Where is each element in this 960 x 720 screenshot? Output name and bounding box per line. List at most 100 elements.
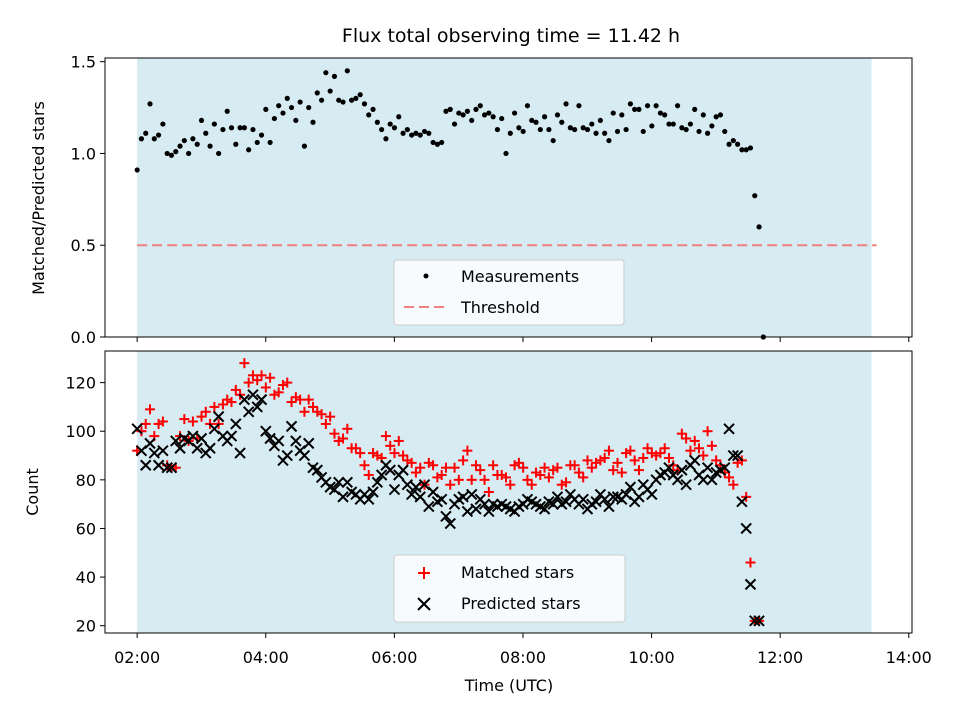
matched-star-point — [303, 394, 314, 405]
predicted-star-point — [212, 410, 225, 423]
predicted-star-point — [736, 496, 748, 508]
predicted-star-point — [157, 444, 169, 457]
predicted-star-point — [337, 491, 349, 503]
matched-star-point — [415, 462, 426, 473]
measurement-point — [619, 112, 625, 118]
matched-star-point — [145, 404, 156, 415]
measurement-point — [143, 130, 149, 136]
measurement-point — [713, 114, 719, 120]
y-tick-label: 1.0 — [71, 144, 96, 163]
measurement-point — [494, 126, 501, 133]
predicted-star-point — [230, 418, 242, 430]
predicted-star-point — [624, 481, 637, 493]
measurement-point — [336, 97, 342, 103]
y-tick-label: 1.5 — [71, 53, 96, 72]
measurement-point — [276, 103, 282, 109]
measurement-point — [310, 119, 316, 125]
measurement-point — [554, 112, 561, 118]
measurement-point — [614, 128, 621, 135]
matched-star-point — [466, 474, 477, 485]
predicted-star-point — [371, 476, 384, 488]
legend: Matched stars Predicted stars — [393, 554, 626, 623]
measurement-point — [511, 110, 518, 116]
measurement-point — [211, 121, 217, 127]
measurement-point — [473, 106, 479, 112]
matched-star-point — [535, 469, 546, 480]
matched-star-point — [633, 465, 644, 476]
measurement-point — [370, 106, 376, 112]
measurement-point — [263, 106, 269, 112]
matched-star-point — [681, 433, 692, 444]
predicted-star-point — [749, 615, 761, 627]
predicted-star-point — [461, 505, 474, 518]
measurement-point — [537, 126, 543, 133]
predicted-star-point — [401, 478, 414, 491]
measurement-point — [203, 130, 209, 136]
matched-star-point — [355, 448, 366, 459]
measurement-point — [662, 112, 668, 118]
measurement-point — [353, 95, 359, 101]
measurement-point — [674, 103, 681, 109]
measurement-point — [563, 101, 569, 107]
measurement-point — [207, 143, 213, 149]
measurement-point — [756, 224, 762, 230]
x-axis-label: Time (UTC) — [464, 676, 553, 695]
predicted-star-point — [680, 478, 692, 491]
measurement-point — [550, 137, 556, 144]
measurement-point — [220, 126, 226, 133]
measurement-point — [160, 121, 166, 127]
measurement-point — [679, 125, 685, 131]
matched-star-point — [140, 418, 151, 429]
matched-star-point — [518, 462, 529, 473]
matched-star-point — [325, 411, 336, 422]
measurement-point — [241, 125, 247, 131]
measurement-point — [507, 130, 513, 136]
measurement-point — [572, 126, 578, 133]
predicted-star-point — [195, 432, 208, 445]
measurement-point — [559, 119, 565, 125]
matched-star-point — [428, 460, 439, 471]
measurement-point — [657, 110, 664, 116]
measurement-point — [233, 141, 239, 147]
matched-star-point — [380, 431, 391, 442]
matched-star-point — [393, 435, 404, 446]
x-tick-label: 06:00 — [371, 648, 417, 667]
legend-label-predicted: Predicted stars — [461, 594, 581, 613]
predicted-star-point — [697, 474, 710, 486]
predicted-star-point — [165, 461, 178, 474]
matched-star-point — [329, 428, 340, 439]
matched-star-point — [226, 397, 237, 408]
matched-star-point — [320, 418, 331, 429]
measurement-point — [138, 136, 145, 142]
predicted-star-point — [740, 522, 752, 535]
x-tick-label: 08:00 — [500, 648, 546, 667]
measurement-point — [529, 117, 535, 124]
measurement-point — [254, 139, 260, 146]
predicted-star-point — [341, 476, 354, 488]
matched-star-point — [483, 487, 494, 497]
y-tick-label: 80 — [76, 471, 96, 490]
measurement-point — [404, 126, 410, 133]
matched-star-point — [359, 460, 370, 471]
predicted-star-point — [723, 423, 735, 435]
y-tick-label: 0.5 — [71, 236, 96, 255]
predicted-star-point — [483, 505, 495, 518]
measurement-point — [379, 126, 385, 133]
predicted-star-point — [272, 435, 285, 447]
count-panel: 20 40 60 80 100 120 02:00 04:00 06:00 08:00 10:00… — [23, 350, 932, 695]
measurement-point — [576, 103, 582, 109]
predicted-star-point — [727, 449, 740, 462]
measurement-point — [155, 132, 162, 138]
measurement-points — [134, 68, 766, 340]
measurement-point — [288, 104, 295, 111]
x-tick-label: 02:00 — [114, 648, 160, 667]
measurement-point — [340, 99, 346, 105]
matched-star-point — [694, 443, 705, 454]
measurement-point — [722, 128, 728, 135]
measurement-point — [516, 125, 522, 131]
measurement-point — [683, 126, 689, 133]
measurement-point — [383, 136, 389, 142]
y-axis-label: Count — [23, 468, 42, 516]
predicted-star-point — [161, 461, 173, 474]
x-axis-ticks: 02:00 04:00 06:00 08:00 10:00 12:00 14:00 — [114, 633, 932, 667]
